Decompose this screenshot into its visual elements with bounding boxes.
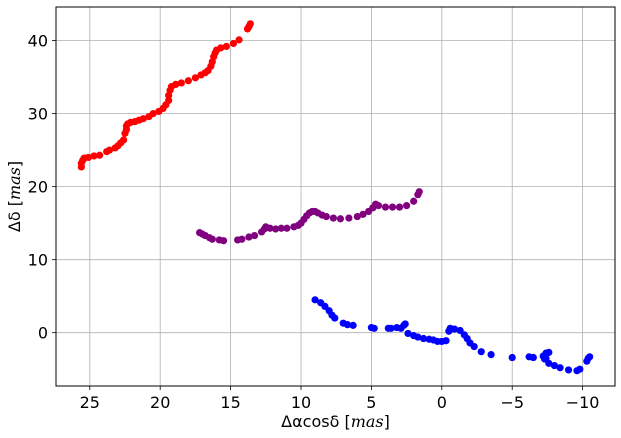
data-point bbox=[353, 212, 361, 221]
data-point bbox=[410, 197, 418, 205]
data-point bbox=[246, 20, 254, 28]
data-point bbox=[266, 224, 274, 232]
data-point bbox=[415, 188, 423, 196]
x-tick-label: −5 bbox=[500, 393, 524, 412]
data-point bbox=[229, 39, 238, 48]
y-tick-label: 40 bbox=[28, 32, 48, 51]
data-point bbox=[222, 42, 230, 51]
data-point bbox=[586, 353, 594, 361]
data-point bbox=[322, 212, 330, 221]
series-0 bbox=[77, 20, 254, 171]
y-tick-label: 0 bbox=[38, 324, 48, 343]
data-point bbox=[487, 350, 495, 359]
data-point bbox=[336, 215, 345, 223]
data-point bbox=[272, 225, 280, 233]
data-point bbox=[450, 325, 459, 333]
x-tick-label: 15 bbox=[220, 393, 240, 412]
data-point bbox=[545, 359, 553, 367]
data-point bbox=[177, 79, 185, 87]
data-point bbox=[374, 202, 383, 210]
data-point bbox=[395, 203, 404, 211]
data-point bbox=[477, 348, 485, 356]
data-point bbox=[311, 296, 319, 304]
data-point bbox=[404, 329, 412, 338]
data-point bbox=[172, 80, 180, 89]
data-point bbox=[184, 77, 192, 85]
data-point bbox=[191, 74, 199, 82]
data-point bbox=[84, 153, 92, 162]
data-point bbox=[381, 203, 390, 211]
data-point bbox=[343, 321, 352, 329]
data-point bbox=[250, 231, 259, 240]
y-axis-label-prefix: Δδ bbox=[5, 211, 24, 232]
data-point bbox=[277, 224, 285, 232]
y-tick-label: 10 bbox=[28, 251, 48, 270]
data-point bbox=[96, 151, 104, 159]
data-point bbox=[414, 333, 422, 341]
x-axis-label-prefix: Δα bbox=[281, 412, 303, 431]
grid-lines bbox=[56, 7, 615, 386]
data-point bbox=[508, 353, 516, 362]
series-1 bbox=[196, 188, 423, 245]
data-point bbox=[245, 233, 253, 241]
data-point bbox=[442, 337, 450, 345]
x-tick-label: 5 bbox=[366, 393, 376, 412]
x-axis-label-mid: cosδ bbox=[303, 412, 340, 431]
x-tick-label: 20 bbox=[150, 393, 170, 412]
data-point bbox=[90, 152, 98, 160]
data-point bbox=[550, 361, 559, 370]
data-point bbox=[139, 115, 147, 123]
y-tick-label: 30 bbox=[28, 105, 48, 124]
data-point bbox=[403, 202, 411, 210]
data-point bbox=[529, 353, 537, 362]
data-point bbox=[401, 320, 409, 328]
x-axis-label-unit: mas bbox=[351, 412, 384, 431]
data-point bbox=[370, 324, 378, 332]
x-axis-label: Δαcosδ [mas] bbox=[281, 412, 390, 431]
series-2 bbox=[311, 296, 594, 375]
data-point bbox=[119, 136, 128, 144]
data-point bbox=[149, 110, 157, 118]
data-point bbox=[283, 224, 291, 232]
x-tick-label: 0 bbox=[437, 393, 447, 412]
x-tick-label: 25 bbox=[80, 393, 100, 412]
data-point bbox=[105, 146, 114, 154]
data-point bbox=[576, 365, 584, 373]
data-points bbox=[77, 20, 594, 375]
data-point bbox=[387, 324, 395, 332]
x-tick-label: 10 bbox=[291, 393, 311, 412]
y-axis-label-unit: mas bbox=[5, 167, 24, 200]
data-point bbox=[217, 44, 225, 52]
data-point bbox=[359, 210, 367, 218]
data-point bbox=[564, 366, 573, 374]
data-point bbox=[470, 342, 478, 351]
x-tick-label: −10 bbox=[566, 393, 600, 412]
y-tick-label: 20 bbox=[28, 178, 48, 197]
data-point bbox=[219, 237, 228, 245]
data-point bbox=[208, 235, 216, 243]
data-point bbox=[345, 214, 353, 222]
data-point bbox=[235, 36, 243, 44]
data-point bbox=[165, 96, 173, 105]
data-point bbox=[238, 235, 246, 243]
data-point bbox=[388, 203, 397, 211]
data-point bbox=[349, 321, 357, 329]
data-point bbox=[545, 348, 553, 357]
axis-ticks: 25 20 15 10 5 0 −5 −10 0 10 20 30 40 bbox=[28, 32, 600, 412]
y-axis-label: Δδ [mas] bbox=[5, 161, 24, 232]
plot-frame bbox=[55, 6, 616, 387]
data-point bbox=[556, 364, 564, 372]
data-point bbox=[329, 214, 337, 222]
data-point bbox=[331, 314, 339, 322]
data-point bbox=[419, 334, 428, 343]
